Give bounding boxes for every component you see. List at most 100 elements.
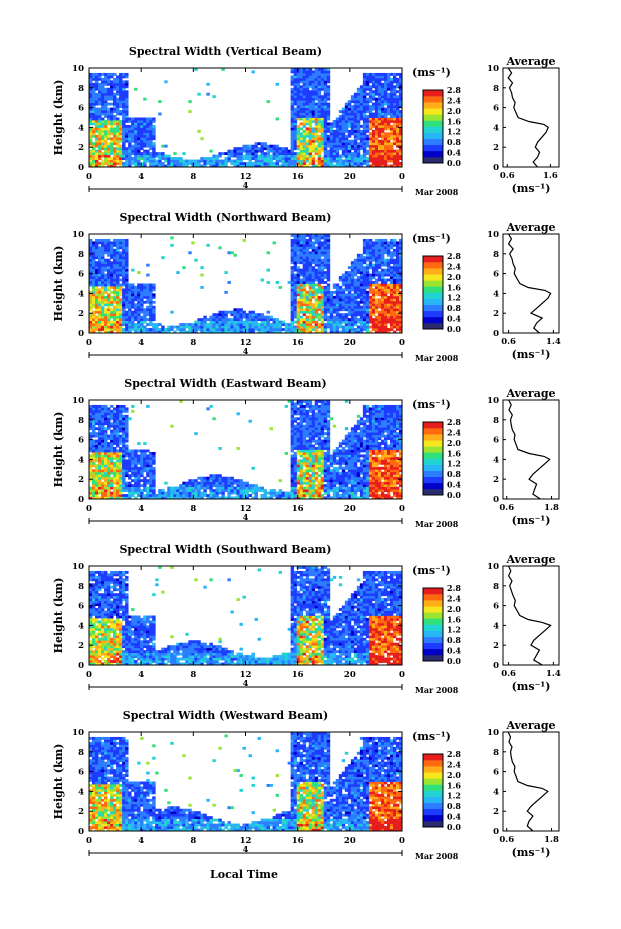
heatmap-cell	[380, 308, 385, 312]
heatmap-cell	[365, 268, 370, 272]
heatmap-cell	[305, 293, 310, 297]
heatmap-cell	[98, 427, 102, 431]
heatmap-cell	[200, 159, 204, 163]
heatmap-cell	[119, 253, 123, 257]
y-tick-label: 4	[78, 123, 84, 133]
heatmap-cell	[272, 164, 276, 168]
heatmap-cell	[119, 328, 123, 331]
heatmap-cell	[290, 152, 295, 156]
heatmap-cell	[365, 328, 370, 331]
heatmap-cell	[110, 162, 114, 165]
heatmap-cell	[389, 92, 394, 96]
heatmap-cell	[398, 273, 403, 277]
heatmap-cell	[125, 102, 129, 106]
heatmap-cell	[392, 164, 397, 168]
heatmap-cell	[143, 157, 147, 160]
heatmap-cell	[368, 112, 373, 116]
heatmap-cell	[332, 164, 337, 168]
heatmap-cell	[395, 162, 400, 165]
heatmap-cell	[128, 283, 132, 287]
heatmap-cell	[386, 132, 391, 136]
heatmap-cell	[371, 253, 376, 257]
heatmap-cell	[380, 241, 385, 245]
heatmap-cell	[374, 271, 379, 275]
heatmap-cell	[95, 422, 99, 426]
heatmap-cell	[134, 313, 138, 317]
heatmap-cell	[392, 122, 397, 126]
heatmap-cell	[272, 330, 276, 334]
heatmap-cell	[134, 481, 138, 485]
heatmap-cell	[314, 137, 319, 141]
heatmap-cell	[131, 162, 135, 165]
heatmap-cell	[350, 127, 355, 131]
heatmap-cell	[323, 149, 328, 153]
heatmap-cell	[296, 258, 301, 262]
heatmap-cell	[182, 325, 186, 329]
heatmap-cell	[308, 107, 313, 111]
heatmap-cell	[125, 97, 129, 101]
heatmap-cell	[107, 437, 111, 441]
heatmap-cell	[287, 328, 292, 331]
heatmap-cell	[314, 115, 319, 118]
heatmap-cell	[329, 310, 334, 314]
heatmap-cell	[110, 152, 114, 156]
heatmap-cell	[347, 283, 352, 287]
heatmap-cell	[131, 449, 135, 453]
heatmap-cell	[200, 137, 204, 141]
heatmap-cell	[110, 157, 114, 160]
heatmap-cell	[305, 315, 310, 319]
heatmap-cell	[134, 285, 138, 289]
heatmap-cell	[266, 325, 270, 329]
heatmap-cell	[287, 281, 292, 284]
heatmap-cell	[89, 437, 93, 441]
heatmap-cell	[383, 90, 388, 94]
heatmap-cell	[356, 112, 361, 116]
heatmap-cell	[101, 305, 105, 309]
heatmap-cell	[113, 323, 117, 326]
heatmap-cell	[398, 157, 403, 160]
heatmap-cell	[266, 157, 270, 160]
heatmap-cell	[311, 85, 316, 89]
heatmap-cell	[140, 305, 144, 309]
heatmap-cell	[152, 288, 156, 292]
heatmap-cell	[395, 323, 400, 326]
heatmap-cell	[311, 162, 316, 165]
heatmap-cell	[290, 248, 295, 252]
heatmap-cell	[266, 330, 270, 334]
heatmap-cell	[314, 288, 319, 292]
heatmap-cell	[278, 164, 283, 168]
heatmap-cell	[119, 152, 123, 156]
heatmap-cell	[299, 285, 304, 289]
heatmap-cell	[116, 449, 120, 453]
heatmap-cell	[335, 157, 340, 160]
heatmap-cell	[107, 300, 111, 304]
heatmap-cell	[170, 328, 174, 331]
heatmap-cell	[377, 293, 382, 297]
heatmap-cell	[110, 422, 114, 426]
heatmap-cell	[107, 248, 111, 252]
heatmap-cells	[89, 234, 403, 334]
heatmap-cell	[110, 471, 114, 475]
heatmap-cell	[239, 147, 243, 151]
heatmap-cell	[104, 132, 108, 136]
heatmap-cell	[311, 164, 316, 168]
heatmap-cell	[332, 157, 337, 160]
heatmap-cell	[350, 107, 355, 111]
heatmap-cell	[101, 295, 105, 299]
heatmap-cell	[206, 243, 210, 247]
heatmap-cell	[296, 164, 301, 168]
heatmap-cell	[299, 323, 304, 326]
heatmap-cell	[311, 87, 316, 91]
heatmap-cell	[266, 251, 270, 255]
heatmap-cell	[311, 268, 316, 272]
heatmap-cell	[395, 288, 400, 292]
heatmap-cell	[353, 313, 358, 317]
heatmap-cell	[326, 77, 331, 81]
average-title: Average	[505, 55, 555, 68]
heatmap-cell	[143, 442, 147, 445]
heatmap-cell	[242, 323, 246, 326]
heatmap-cell	[95, 122, 99, 126]
heatmap-cell	[104, 439, 108, 443]
heatmap-cell	[137, 139, 141, 143]
heatmap-cell	[371, 115, 376, 118]
